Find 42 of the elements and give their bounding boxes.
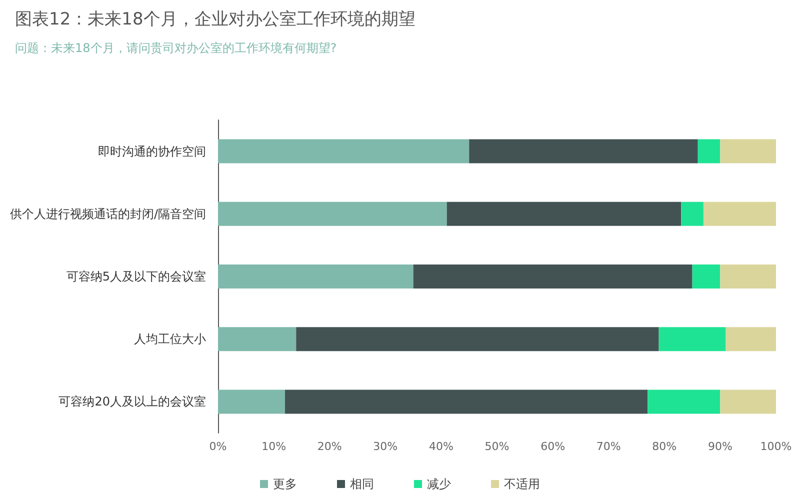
bar <box>720 390 776 414</box>
x-tick-label: 100% <box>760 440 792 453</box>
bar <box>218 264 414 288</box>
y-tick-label: 即时沟通的协作空间 <box>98 144 206 158</box>
x-tick-label: 30% <box>373 440 398 453</box>
bar <box>469 139 698 164</box>
bar <box>648 390 720 414</box>
x-tick-label: 40% <box>428 440 454 453</box>
bar <box>698 139 720 164</box>
bar <box>218 202 447 226</box>
legend-label: 相同 <box>350 477 374 491</box>
y-tick-label: 可容纳5人及以下的会议室 <box>66 270 206 284</box>
bar <box>413 264 692 288</box>
bar <box>218 390 285 414</box>
bar <box>726 327 776 352</box>
bar <box>692 264 720 288</box>
legend-label: 减少 <box>427 477 451 491</box>
y-tick-label: 人均工位大小 <box>134 332 206 346</box>
bar <box>218 327 296 352</box>
bar <box>218 139 470 164</box>
bar <box>720 139 776 164</box>
y-tick-label: 可容纳20人及以上的会议室 <box>58 394 206 409</box>
x-tick-label: 20% <box>317 440 342 453</box>
y-tick-label: 供个人进行视频通话的封闭/隔音空间 <box>10 206 206 221</box>
bar <box>703 202 776 226</box>
bar <box>681 202 704 226</box>
x-tick-label: 0% <box>209 440 227 453</box>
x-tick-label: 90% <box>708 440 732 453</box>
bar <box>296 327 659 352</box>
x-tick-label: 70% <box>596 440 621 453</box>
x-tick-label: 60% <box>540 440 566 453</box>
x-tick-label: 10% <box>262 440 286 453</box>
bar <box>284 390 648 414</box>
legend-label: 不适用 <box>504 477 540 491</box>
legend-label: 更多 <box>273 477 297 491</box>
chart-title: 图表12：未来18个月，企业对办公室工作环境的期望 <box>15 10 416 30</box>
bar <box>446 202 682 226</box>
chart-subtitle: 问题：未来18个月，请问贵司对办公室的工作环境有何期望? <box>15 41 337 55</box>
bar <box>658 327 726 352</box>
x-tick-label: 80% <box>652 440 677 453</box>
bar <box>720 264 776 288</box>
x-tick-label: 50% <box>484 440 510 453</box>
